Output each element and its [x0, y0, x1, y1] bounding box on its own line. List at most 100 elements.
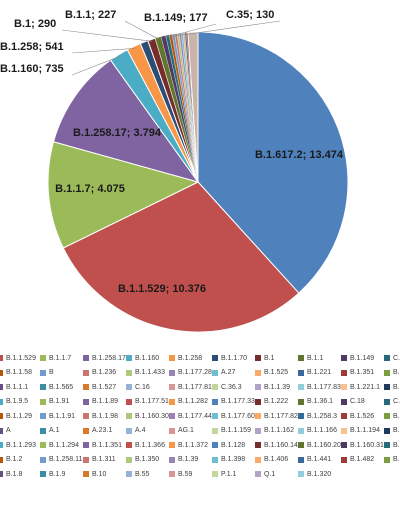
legend-label: B.1.160.31 [350, 441, 384, 449]
legend-item: B.1.1.70 [212, 352, 247, 364]
legend-item: B.1.160 [126, 352, 159, 364]
legend-item: B.1.9 [40, 468, 65, 480]
legend-label: B.1.177.28 [178, 369, 212, 376]
legend-label: B.1.1.166 [307, 427, 337, 434]
legend-swatch [255, 456, 261, 463]
legend-item: B.1.258.11 [40, 454, 82, 466]
legend-item: A [0, 425, 11, 437]
legend-swatch [298, 456, 304, 463]
legend-swatch [83, 427, 89, 434]
legend-item: B.1.177.60 [212, 410, 255, 422]
legend-label: B.1.1.162 [264, 427, 294, 434]
legend-item: B.1.1.294 [40, 439, 79, 451]
legend-swatch [298, 427, 304, 434]
legend-item: A.27 [212, 367, 235, 379]
label-b-1-1-529: B.1.1.529; 10.376 [118, 283, 206, 295]
label-c-35: C.35; 130 [226, 9, 274, 21]
legend-label: B.1.565 [49, 383, 74, 391]
legend-item: B.1.1.91 [40, 410, 75, 422]
legend-swatch [0, 355, 3, 361]
legend-item: B.1.160.14 [255, 439, 298, 451]
legend-swatch [0, 427, 3, 434]
legend-item: B.1.149 [341, 352, 374, 364]
legend-item: C.18 [341, 396, 365, 408]
legend-swatch [40, 398, 46, 405]
legend-label: B.1.177.51 [135, 398, 169, 405]
legend-swatch [169, 427, 175, 434]
legend-label: B.59 [178, 470, 193, 478]
legend-item: B.1 [384, 410, 400, 422]
legend-swatch [212, 398, 218, 405]
legend-label: P.1.1 [221, 470, 237, 478]
legend-label: B.1.1 [307, 354, 324, 362]
legend-item: B.1.8 [0, 468, 22, 480]
legend-item: B.1.1.89 [83, 396, 118, 408]
legend-item: B.1.160.30 [126, 410, 169, 422]
legend-swatch [40, 471, 46, 477]
legend-label: B.1.1.58 [6, 369, 33, 376]
legend-item: B.1.1.39 [255, 381, 290, 393]
legend-label: B.1.221 [307, 369, 332, 376]
legend-swatch [212, 369, 218, 376]
legend-item: B.1.351 [341, 367, 374, 379]
label-b-1-258: B.1.258; 541 [0, 41, 64, 53]
legend-swatch [384, 442, 390, 448]
legend-item: A.23.1 [83, 425, 112, 437]
legend-swatch [298, 355, 304, 361]
legend-swatch [341, 413, 347, 419]
legend-swatch [255, 471, 261, 477]
legend-label: B.1.2 [6, 456, 23, 463]
legend-label: B.1.441 [307, 456, 332, 463]
legend-label: B.1.258 [178, 354, 203, 362]
legend-item: B.1.525 [255, 367, 288, 379]
legend-label: A.27 [221, 369, 236, 376]
legend-swatch [126, 369, 132, 376]
legend-item: B.59 [169, 468, 192, 480]
legend-item: C.3 [384, 352, 400, 364]
legend-label: B.1.160.20 [307, 441, 341, 449]
legend-item: B.1.441 [298, 454, 331, 466]
legend-swatch [0, 442, 3, 448]
legend-item: B.1.1.366 [126, 439, 165, 451]
leader-b-1-1 [124, 20, 159, 40]
legend-label: B.1.1.366 [135, 441, 165, 449]
legend-label: B.1.177.60 [221, 412, 255, 420]
legend-label: B.1.222 [264, 398, 289, 405]
legend-swatch [169, 413, 175, 419]
legend-swatch [40, 384, 46, 390]
legend-label: B.1 [264, 354, 275, 362]
label-b-1-160: B.1.160; 735 [0, 63, 64, 75]
legend-item: B.1.1.58 [0, 367, 32, 379]
legend-swatch [298, 384, 304, 390]
legend-swatch [212, 355, 218, 361]
legend-item: B.1.177.33 [212, 396, 255, 408]
legend-item: B.1.1.98 [83, 410, 118, 422]
legend-item: B.1.222 [255, 396, 288, 408]
pie-chart: B.1.617.2; 13.474 B.1.1.529; 10.376 B.1.1.… [0, 9, 349, 333]
legend-item: B.1.1.7 [40, 352, 71, 364]
legend-swatch [255, 369, 261, 376]
legend-label: B.1.527 [92, 383, 117, 391]
legend-label: B.1.236 [92, 369, 117, 376]
legend-label: A.1 [49, 427, 60, 434]
legend-label: B.1.128 [221, 441, 246, 449]
legend-item: B.1.526 [341, 410, 374, 422]
legend-item: A.4 [126, 425, 146, 437]
legend-swatch [384, 413, 390, 419]
leader-b-1-258 [71, 48, 135, 54]
legend-item: C.16 [126, 381, 150, 393]
legend-swatch [40, 413, 46, 419]
legend-swatch [255, 355, 261, 361]
legend-swatch [212, 456, 218, 463]
legend-label: B.1.1.433 [135, 369, 165, 376]
legend-item: B.1.1.529 [0, 352, 36, 364]
legend-label: B.1.258.3 [307, 412, 337, 420]
legend-swatch [0, 456, 3, 463]
legend-item: B.1.406 [255, 454, 288, 466]
legend-item: Q.1 [255, 468, 275, 480]
legend-item: B.1.221 [298, 367, 331, 379]
legend-swatch [126, 355, 132, 361]
legend-swatch [0, 369, 3, 376]
legend-swatch [298, 369, 304, 376]
legend-item: B.1.36.1 [298, 396, 333, 408]
